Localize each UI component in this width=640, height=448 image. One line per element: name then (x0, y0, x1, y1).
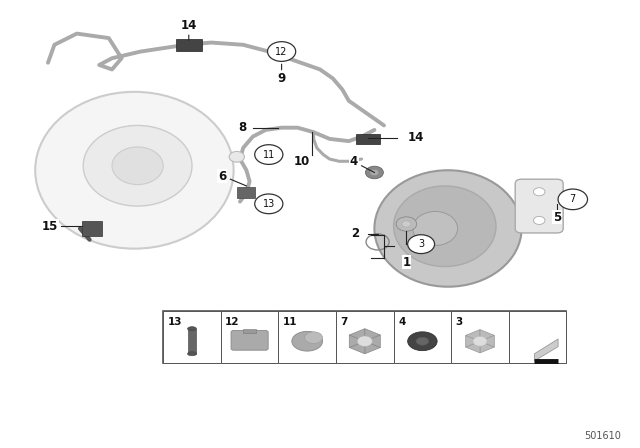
Text: 12: 12 (275, 47, 288, 56)
Bar (243, 329, 256, 333)
Text: 13: 13 (262, 199, 275, 209)
Polygon shape (349, 329, 365, 341)
Text: 3: 3 (418, 239, 424, 249)
FancyBboxPatch shape (515, 179, 563, 233)
Ellipse shape (374, 170, 522, 287)
Text: 15: 15 (42, 220, 58, 233)
FancyBboxPatch shape (231, 331, 268, 350)
Bar (188, 329, 196, 354)
Text: 11: 11 (262, 150, 275, 159)
Bar (221, 311, 278, 363)
Circle shape (370, 169, 379, 176)
Ellipse shape (408, 332, 437, 351)
Ellipse shape (83, 125, 192, 206)
Ellipse shape (292, 332, 323, 351)
Circle shape (365, 166, 383, 179)
Text: 2: 2 (351, 227, 359, 241)
Polygon shape (465, 330, 480, 341)
Text: 8: 8 (238, 121, 246, 134)
Text: 7: 7 (340, 317, 348, 327)
Polygon shape (349, 341, 365, 354)
Circle shape (357, 336, 372, 347)
Ellipse shape (305, 332, 323, 344)
Text: 13: 13 (168, 317, 182, 327)
Circle shape (268, 42, 296, 61)
Polygon shape (465, 336, 480, 347)
Text: 12: 12 (225, 317, 240, 327)
Ellipse shape (413, 211, 458, 246)
Bar (509, 311, 566, 363)
Text: 501610: 501610 (584, 431, 621, 441)
Circle shape (558, 189, 588, 210)
Bar (394, 311, 451, 363)
Polygon shape (349, 335, 365, 348)
Circle shape (533, 216, 545, 224)
Circle shape (255, 194, 283, 214)
Bar (278, 311, 336, 363)
Text: 6: 6 (218, 169, 226, 183)
Polygon shape (480, 330, 495, 341)
FancyBboxPatch shape (356, 134, 380, 144)
Ellipse shape (112, 147, 163, 185)
Bar (336, 311, 394, 363)
Text: 7: 7 (570, 194, 576, 204)
Text: 14: 14 (180, 19, 197, 33)
Ellipse shape (188, 327, 196, 331)
Text: 4: 4 (350, 155, 358, 168)
FancyBboxPatch shape (176, 39, 202, 51)
Polygon shape (534, 339, 558, 361)
Circle shape (473, 336, 487, 346)
Ellipse shape (394, 186, 496, 267)
Circle shape (402, 221, 411, 227)
Text: 10: 10 (294, 155, 310, 168)
Text: 9: 9 (278, 72, 285, 85)
Bar (163, 311, 221, 363)
Polygon shape (480, 341, 495, 353)
Polygon shape (365, 329, 380, 341)
FancyBboxPatch shape (237, 187, 255, 198)
Text: 1: 1 (403, 255, 410, 269)
Ellipse shape (35, 92, 234, 249)
Polygon shape (365, 341, 380, 354)
Ellipse shape (188, 352, 196, 356)
Text: 4: 4 (398, 317, 406, 327)
Circle shape (255, 145, 283, 164)
Polygon shape (365, 335, 380, 348)
Circle shape (396, 217, 417, 231)
Polygon shape (465, 341, 480, 353)
Circle shape (408, 235, 435, 254)
Bar (163, 311, 566, 363)
Text: 11: 11 (283, 317, 298, 327)
Ellipse shape (416, 337, 429, 345)
Polygon shape (480, 336, 495, 347)
Text: 5: 5 (553, 211, 561, 224)
Text: 3: 3 (456, 317, 463, 327)
Circle shape (229, 151, 244, 162)
FancyBboxPatch shape (82, 221, 102, 236)
Text: 14: 14 (408, 131, 424, 145)
Circle shape (533, 188, 545, 196)
Bar (451, 311, 509, 363)
